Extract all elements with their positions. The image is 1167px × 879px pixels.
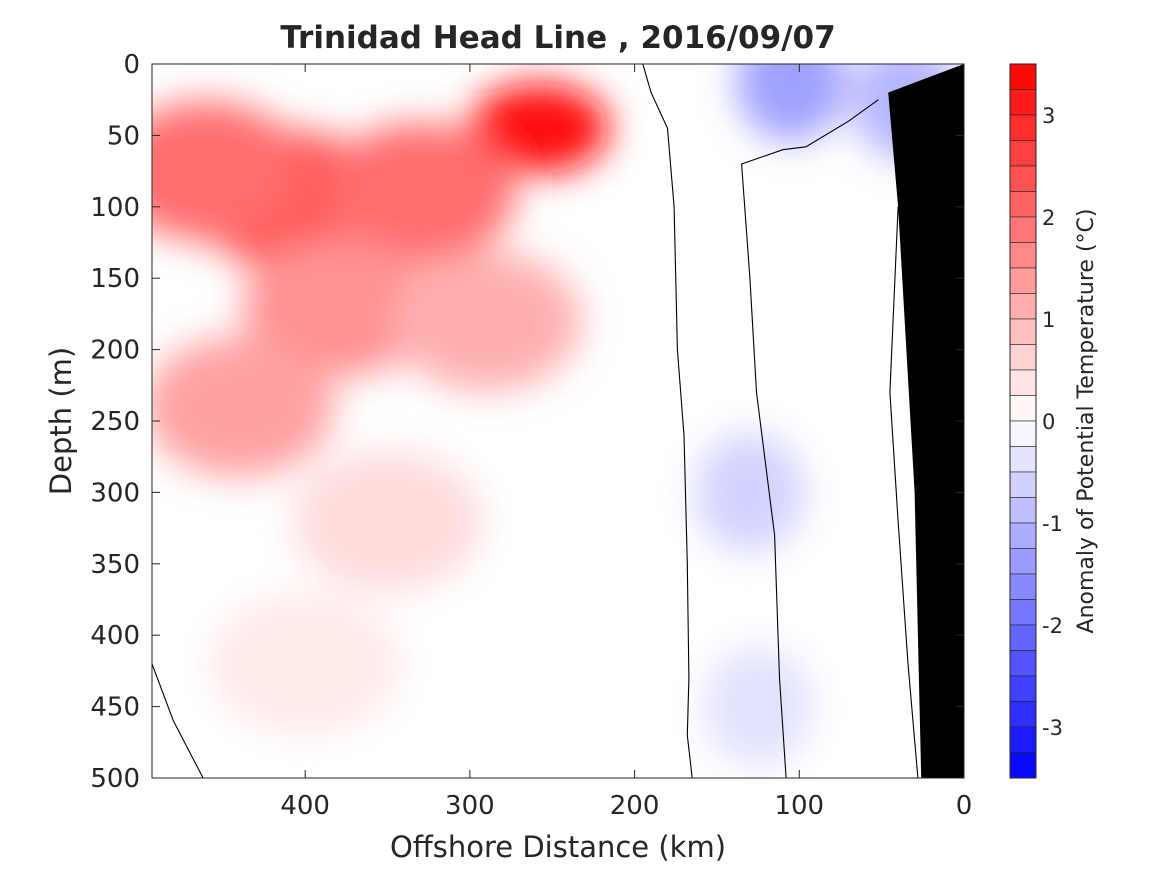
colorbar-segment <box>1009 191 1037 218</box>
colorbar-tick-label: 2 <box>1042 206 1055 230</box>
y-tick-label: 300 <box>90 478 140 508</box>
colorbar-segment <box>1009 216 1037 243</box>
anomaly-patch <box>243 236 434 377</box>
y-axis: 0 50 100 150 200 250 300 350 400 450 500 <box>90 50 964 794</box>
x-tick-label: 200 <box>610 791 660 821</box>
y-tick-label: 250 <box>90 407 140 437</box>
colorbar-segment <box>1009 522 1037 549</box>
y-tick-label: 0 <box>123 50 140 80</box>
x-tick-label: 100 <box>774 791 824 821</box>
colorbar-segment <box>1009 726 1037 753</box>
colorbar-segment <box>1009 701 1037 728</box>
anomaly-patch <box>469 83 610 174</box>
y-tick-label: 100 <box>90 193 140 223</box>
plot-area <box>152 64 964 778</box>
colorbar-segment <box>1009 573 1037 600</box>
colorbar-tick-label: 1 <box>1042 308 1055 332</box>
colorbar-segment <box>1009 369 1037 396</box>
x-axis: 400 300 200 100 0 <box>280 64 972 821</box>
anomaly-patch <box>292 450 483 591</box>
x-tick-label: 0 <box>956 791 973 821</box>
colorbar-segment <box>1009 548 1037 575</box>
colorbar-tick-label: -2 <box>1042 614 1063 638</box>
y-tick-label: 150 <box>90 264 140 294</box>
colorbar-segment <box>1009 675 1037 702</box>
anomaly-patch <box>391 251 582 392</box>
zero-contour-line <box>889 206 919 778</box>
bathymetry <box>888 64 964 778</box>
colorbar-segment <box>1009 89 1037 116</box>
colorbar-segment <box>1009 165 1037 192</box>
colorbar <box>1009 63 1037 779</box>
anomaly-field <box>152 64 962 767</box>
x-tick-label: 400 <box>280 791 330 821</box>
y-axis-label: Depth (m) <box>44 347 78 495</box>
x-axis-label: Offshore Distance (km) <box>390 830 726 864</box>
y-tick-label: 400 <box>90 621 140 651</box>
anomaly-patch <box>703 646 814 767</box>
colorbar-tick-label: 3 <box>1042 104 1055 128</box>
zero-contour-line <box>642 64 693 778</box>
colorbar-segment <box>1009 114 1037 141</box>
colorbar-tick-label: 0 <box>1042 410 1055 434</box>
colorbar-segment <box>1009 318 1037 345</box>
y-tick-label: 200 <box>90 336 140 366</box>
colorbar-segment <box>1009 395 1037 422</box>
y-tick-label: 50 <box>107 121 140 151</box>
colorbar-segment <box>1009 344 1037 371</box>
anomaly-patch <box>152 101 302 242</box>
anomaly-patch <box>694 432 805 553</box>
chart-title: Trinidad Head Line , 2016/09/07 <box>280 20 835 56</box>
anomaly-patch <box>736 64 847 142</box>
anomaly-patch <box>325 122 516 263</box>
colorbar-segment <box>1009 497 1037 524</box>
colorbar-ticks: 3 2 1 0 -1 -2 -3 <box>1042 104 1063 740</box>
colorbar-segment <box>1009 267 1037 294</box>
anomaly-patch <box>210 593 401 734</box>
colorbar-label: Anomaly of Potential Temperature (°C) <box>1074 209 1099 634</box>
colorbar-segment <box>1009 446 1037 473</box>
colorbar-tick-label: -1 <box>1042 512 1063 536</box>
colorbar-segment <box>1009 420 1037 447</box>
zero-contour-line <box>152 663 204 778</box>
y-tick-label: 500 <box>90 764 140 794</box>
colorbar-segment <box>1009 140 1037 167</box>
y-tick-label: 450 <box>90 693 140 723</box>
colorbar-segment <box>1009 650 1037 677</box>
colorbar-frame <box>1009 63 1037 779</box>
x-tick-label: 300 <box>445 791 495 821</box>
colorbar-segment <box>1009 752 1037 779</box>
colorbar-segment <box>1009 471 1037 498</box>
colorbar-segment <box>1009 242 1037 269</box>
colorbar-segment <box>1009 624 1037 651</box>
colorbar-segment <box>1009 63 1037 90</box>
anomaly-patch <box>152 336 335 477</box>
colorbar-segment <box>1009 293 1037 320</box>
colorbar-tick-label: -3 <box>1042 716 1063 740</box>
y-tick-label: 350 <box>90 550 140 580</box>
zero-contours <box>152 64 919 778</box>
zero-contour-line <box>741 99 879 778</box>
colorbar-segment <box>1009 599 1037 626</box>
